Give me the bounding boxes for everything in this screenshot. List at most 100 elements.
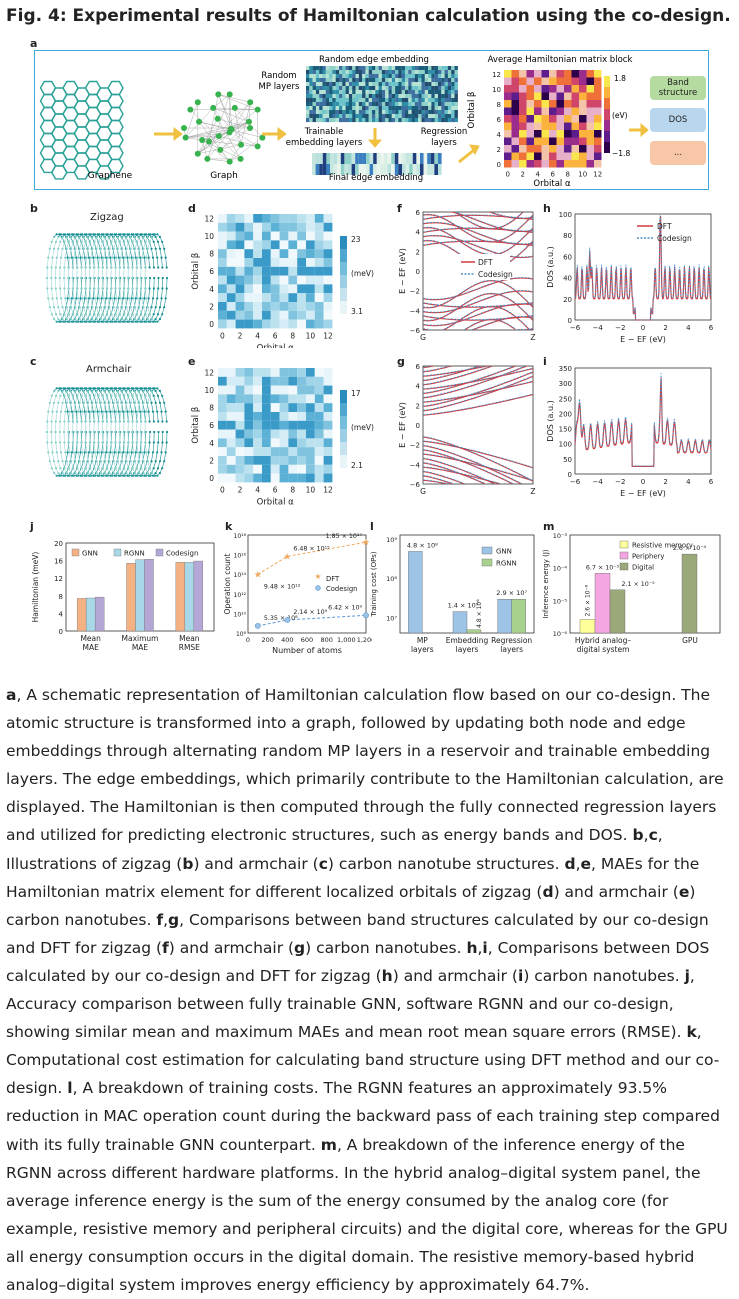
avg-xlabel: Orbital α xyxy=(533,179,571,189)
caption-text: ) carbon nanotubes. xyxy=(523,967,684,985)
embed-cell xyxy=(309,74,312,78)
carbon-bond xyxy=(70,298,72,307)
dos-frame xyxy=(575,214,711,320)
carbon-bond xyxy=(157,319,160,322)
heat-cell xyxy=(218,232,227,241)
caption-panel-ref: h xyxy=(466,939,477,957)
embed-cell xyxy=(422,74,425,78)
embed-cell xyxy=(352,102,355,106)
carbon-bond xyxy=(129,249,131,258)
avg-xtick: 10 xyxy=(578,171,587,179)
embed-cell xyxy=(455,70,458,74)
avg-cell xyxy=(579,78,587,86)
embed-cell xyxy=(448,90,451,94)
graph-node xyxy=(187,107,193,113)
bands-ytick: −6 xyxy=(410,481,421,489)
carbon-bond xyxy=(164,403,166,412)
k-xtick: 200 xyxy=(261,636,273,644)
avg-cell xyxy=(564,70,572,78)
heat-cell xyxy=(288,430,297,439)
carbon-bond xyxy=(156,403,158,412)
l-legend-swatch xyxy=(482,547,492,554)
embed-cell xyxy=(379,110,382,114)
carbon-bond xyxy=(128,258,129,268)
carbon-bond xyxy=(156,237,158,242)
embed-cell xyxy=(329,82,332,86)
heat-cell xyxy=(306,293,315,302)
embed-cell xyxy=(306,98,309,102)
carbon-bond xyxy=(63,461,65,468)
avg-cell xyxy=(512,145,520,153)
heat-cell xyxy=(297,302,306,311)
embed-cell xyxy=(441,90,444,94)
heat-cell xyxy=(227,223,236,232)
embed-cell xyxy=(412,106,415,110)
heat-cell xyxy=(271,368,280,377)
carbon-bond xyxy=(99,289,100,299)
embed-cell xyxy=(339,114,342,118)
carbon-bond xyxy=(90,258,91,268)
l-category: Embedding xyxy=(446,636,489,645)
cbar-segment xyxy=(340,390,347,403)
heat-cell xyxy=(280,214,289,223)
embed-cell xyxy=(346,70,349,74)
heat-cell xyxy=(280,249,289,258)
arrow-to-matrix xyxy=(459,150,474,162)
embed-cell xyxy=(379,66,382,70)
carbon-bond xyxy=(57,403,59,412)
k-xtick: 800 xyxy=(320,636,332,644)
heat-cell xyxy=(297,249,306,258)
heat-cell xyxy=(236,447,245,456)
avg-cell xyxy=(572,93,580,101)
embed-cell xyxy=(395,70,398,74)
avg-cell xyxy=(512,138,520,146)
graph-node xyxy=(216,133,222,139)
zigzag-nanotube xyxy=(40,222,170,334)
heat-cell xyxy=(280,412,289,421)
avg-cell xyxy=(534,115,542,123)
embed-cell xyxy=(422,114,425,118)
embed-cell xyxy=(415,74,418,78)
carbon-bond xyxy=(52,314,54,319)
carbon-bond xyxy=(154,396,156,403)
heat-cell xyxy=(218,302,227,311)
embed-cell xyxy=(451,90,454,94)
l-category: layers xyxy=(500,645,523,654)
avg-cell xyxy=(542,100,550,108)
final-cell xyxy=(344,153,348,164)
embed-cell xyxy=(329,102,332,106)
k-marker-codesign xyxy=(285,617,290,622)
carbon-bond xyxy=(69,412,70,422)
avg-cell xyxy=(519,115,527,123)
dft-band xyxy=(423,485,533,507)
carbon-bond xyxy=(125,452,127,461)
embed-cell xyxy=(392,110,395,114)
heat-cell xyxy=(262,368,271,377)
embed-cell xyxy=(402,106,405,110)
heat-cell xyxy=(253,249,262,258)
dos-ytick: 50 xyxy=(563,456,572,464)
m-legend-periphery: Periphery xyxy=(632,553,664,561)
embed-cell xyxy=(415,98,418,102)
heat-cell xyxy=(253,232,262,241)
embed-cell xyxy=(445,82,448,86)
random-edge-label: Random edge embedding xyxy=(319,55,429,65)
heat-cell xyxy=(271,386,280,395)
embed-cell xyxy=(326,70,329,74)
embed-cell xyxy=(422,110,425,114)
caption-panel-ref: f xyxy=(162,939,169,957)
embed-cell xyxy=(306,74,309,78)
cbar-max: 23 xyxy=(351,235,361,244)
carbon-bond xyxy=(61,403,63,412)
carbon-bond xyxy=(71,461,73,468)
avg-cell xyxy=(542,153,550,161)
embed-cell xyxy=(323,78,326,82)
carbon-bond xyxy=(52,443,53,453)
carbon-bond xyxy=(53,452,55,461)
embed-cell xyxy=(365,110,368,114)
heat-cell xyxy=(262,232,271,241)
embed-cell xyxy=(339,86,342,90)
embed-cell xyxy=(389,94,392,98)
final-cell xyxy=(420,153,424,164)
